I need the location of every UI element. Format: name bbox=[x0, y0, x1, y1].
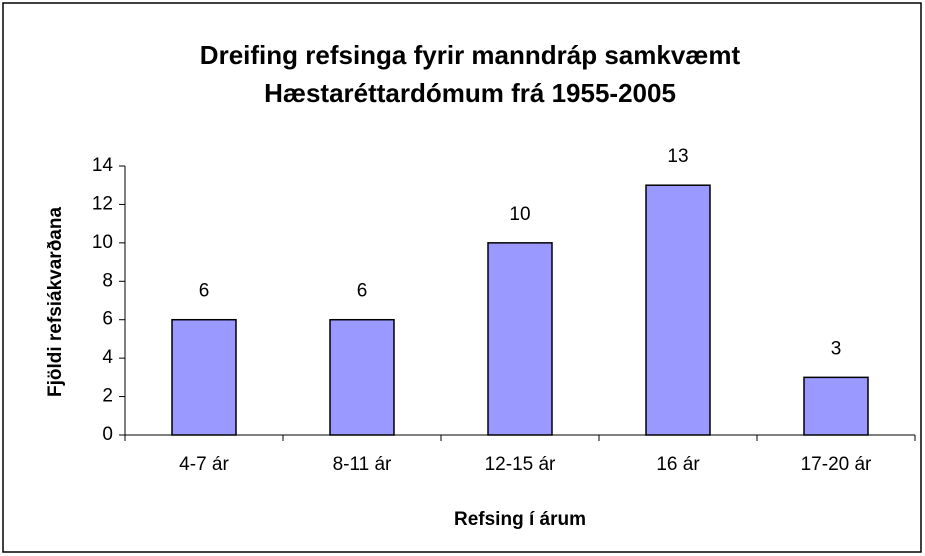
bar bbox=[171, 318, 237, 436]
y-tick-label: 8 bbox=[102, 270, 113, 291]
x-axis-label: Refsing í árum bbox=[454, 509, 586, 530]
x-tick-label: 4-7 ár bbox=[179, 454, 229, 475]
data-label: 10 bbox=[509, 204, 530, 225]
x-tick-label: 17-20 ár bbox=[801, 454, 872, 475]
data-label: 6 bbox=[357, 281, 368, 302]
y-tick-label: 10 bbox=[92, 232, 113, 253]
chart-title: Dreifing refsinga fyrir manndráp samkvæm… bbox=[199, 40, 741, 108]
data-label: 3 bbox=[831, 338, 842, 359]
bar bbox=[329, 318, 395, 436]
x-tick-label: 12-15 ár bbox=[485, 454, 556, 475]
y-tick-label: 14 bbox=[92, 155, 114, 176]
y-axis-label: Fjöldi refsiákvarðana bbox=[45, 207, 66, 398]
x-tick-label: 8-11 ár bbox=[333, 454, 392, 475]
data-label: 13 bbox=[667, 146, 688, 167]
bar bbox=[645, 184, 711, 436]
y-tick-label: 4 bbox=[102, 347, 113, 368]
y-tick-label: 0 bbox=[102, 424, 113, 445]
bar bbox=[803, 376, 869, 436]
y-tick-label: 6 bbox=[102, 309, 113, 330]
data-label: 6 bbox=[199, 281, 210, 302]
bar bbox=[487, 242, 553, 436]
y-tick-label: 12 bbox=[92, 193, 113, 214]
x-tick-label: 16 ár bbox=[656, 454, 700, 475]
y-tick-label: 2 bbox=[102, 386, 113, 407]
